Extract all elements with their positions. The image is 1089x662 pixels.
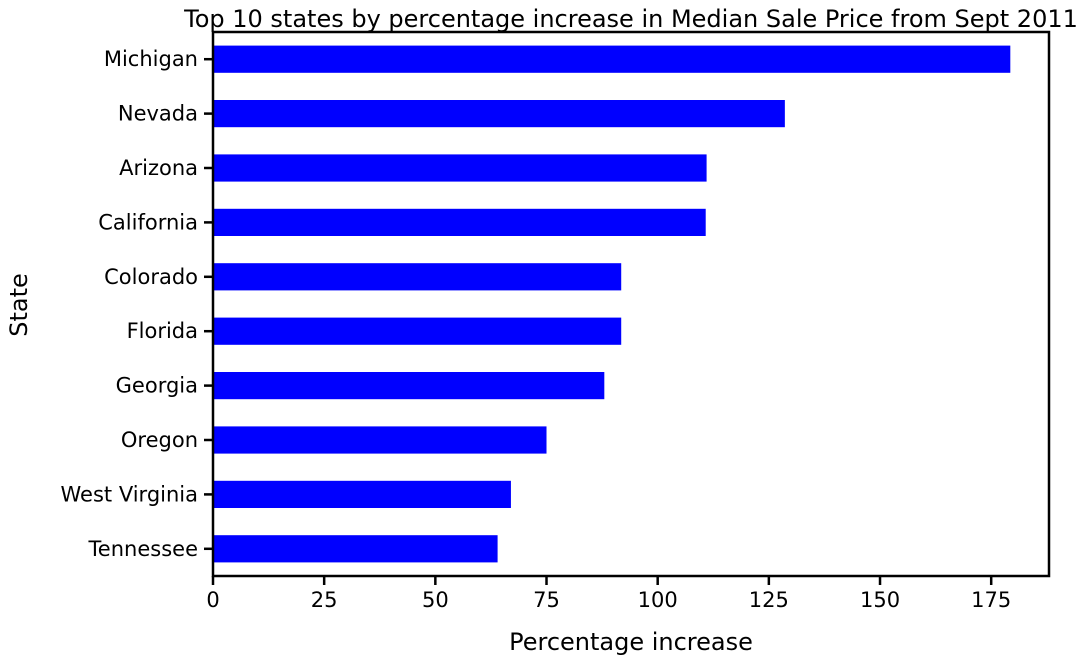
bars-layer <box>213 45 1011 563</box>
x-tick-label-50: 50 <box>422 588 449 612</box>
bar-west-virginia <box>213 480 511 508</box>
x-tick-label-175: 175 <box>971 588 1011 612</box>
x-tick-label-100: 100 <box>638 588 678 612</box>
bar-california <box>213 208 706 236</box>
bar-michigan <box>213 45 1011 73</box>
bar-arizona <box>213 154 707 182</box>
bar-oregon <box>213 426 547 454</box>
y-tick-label-florida: Florida <box>127 319 198 343</box>
bar-colorado <box>213 263 622 291</box>
x-axis-title: Percentage increase <box>509 628 753 656</box>
chart-title: Top 10 states by percentage increase in … <box>183 5 1078 33</box>
y-tick-label-georgia: Georgia <box>116 374 198 398</box>
y-tick-label-nevada: Nevada <box>118 102 198 126</box>
x-tick-label-25: 25 <box>311 588 338 612</box>
x-tick-label-125: 125 <box>749 588 789 612</box>
x-tick-label-0: 0 <box>206 588 219 612</box>
y-tick-label-colorado: Colorado <box>104 265 198 289</box>
y-tick-label-arizona: Arizona <box>119 156 198 180</box>
y-tick-label-oregon: Oregon <box>121 428 198 452</box>
y-tick-label-michigan: Michigan <box>104 47 198 71</box>
x-tick-label-150: 150 <box>860 588 900 612</box>
plot-frame <box>211 30 1051 578</box>
y-axis: Michigan Nevada Arizona California Colorado F… <box>61 47 213 561</box>
bar-florida <box>213 317 622 345</box>
y-tick-label-tennessee: Tennessee <box>88 537 198 561</box>
y-tick-label-california: California <box>98 210 198 234</box>
bar-tennessee <box>213 535 498 563</box>
y-axis-title: State <box>5 273 33 337</box>
y-tick-label-west-virginia: West Virginia <box>61 482 198 506</box>
bar-georgia <box>213 372 605 400</box>
x-axis: 0 25 50 75 100 125 150 175 <box>206 576 1011 612</box>
x-tick-label-75: 75 <box>533 588 560 612</box>
bar-nevada <box>213 100 785 128</box>
